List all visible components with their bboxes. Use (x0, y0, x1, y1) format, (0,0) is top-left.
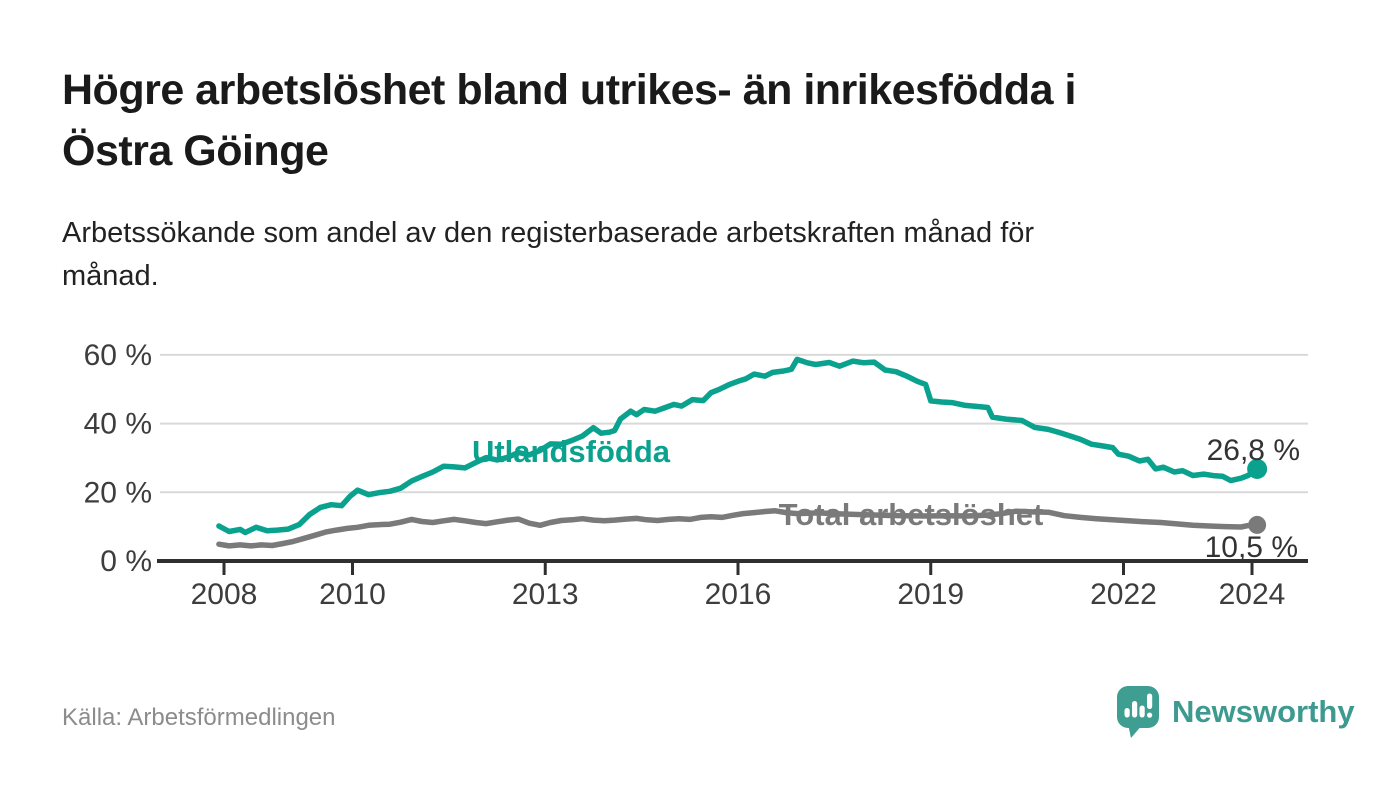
x-tick-label-2024: 2024 (1219, 578, 1286, 611)
page-title-line-1: Högre arbetslöshet bland utrikes- än inr… (62, 66, 1076, 114)
x-tick-label-2019: 2019 (897, 578, 964, 611)
x-tick-label-2013: 2013 (512, 578, 579, 611)
x-tick-label-2016: 2016 (705, 578, 772, 611)
x-tick-label-2010: 2010 (319, 578, 386, 611)
y-tick-label-0: 0 % (100, 545, 152, 578)
series-end-dot-utlandsfodda (1247, 458, 1268, 479)
series-end-value-utlandsfodda: 26,8 % (1207, 434, 1300, 467)
series-line-total (216, 508, 1260, 549)
y-tick-label-60: 60 % (84, 339, 152, 372)
chart-subtitle-line-1: Arbetssökande som andel av den registerb… (62, 217, 1035, 249)
page-title-line-2: Östra Göinge (62, 127, 329, 175)
series-end-value-total: 10,5 % (1205, 531, 1298, 564)
series-label-utlandsfodda: Utlandsfödda (472, 434, 671, 469)
brand-lockup: Newsworthy (1116, 684, 1355, 740)
series-line-utlandsfodda (216, 356, 1260, 536)
series-end-dot-total (1248, 515, 1267, 534)
chart-subtitle: Arbetssökande som andel av den registerb… (62, 212, 1352, 298)
source-note: Källa: Arbetsförmedlingen (62, 704, 336, 731)
brand-name: Newsworthy (1172, 694, 1355, 729)
x-tick-label-2008: 2008 (191, 578, 258, 611)
newsworthy-logo-icon (1117, 686, 1159, 738)
y-tick-label-40: 40 % (84, 408, 152, 441)
series-label-total: Total arbetslöshet (779, 497, 1044, 532)
page-title: Högre arbetslöshet bland utrikes- än inr… (62, 60, 1352, 182)
chart-subtitle-line-2: månad. (62, 260, 159, 292)
y-tick-label-20: 20 % (84, 476, 152, 509)
x-tick-label-2022: 2022 (1090, 578, 1157, 611)
